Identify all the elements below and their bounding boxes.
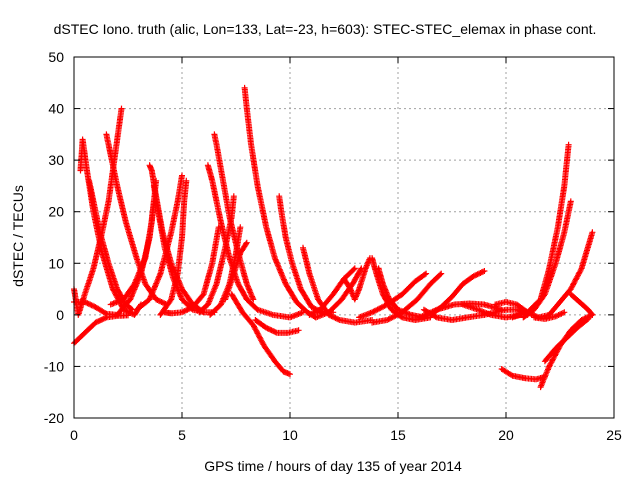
- x-tick-label: 0: [70, 427, 78, 443]
- series-pass-22: [252, 317, 302, 336]
- series-marker-trail: [531, 309, 568, 322]
- chart-title: dSTEC Iono. truth (alic, Lon=133, Lat=-2…: [54, 21, 597, 37]
- x-tick-label: 20: [498, 427, 514, 443]
- series-pass-26: [341, 255, 373, 303]
- series-pass-16: [196, 193, 237, 316]
- series-marker-trail: [161, 224, 222, 317]
- series-marker-trail: [133, 172, 185, 313]
- series-marker-trail: [537, 311, 596, 391]
- y-axis-label: dSTEC / TECUs: [10, 185, 26, 287]
- series-pass-42: [541, 316, 592, 365]
- series-layer: [71, 84, 596, 391]
- series-marker-trail: [520, 198, 574, 321]
- series-pass-43: [567, 291, 596, 318]
- series-marker-trail: [498, 366, 548, 383]
- x-axis-label: GPS time / hours of day 135 of year 2014: [204, 458, 462, 474]
- series-pass-13: [161, 224, 222, 317]
- series-marker-trail: [228, 291, 293, 378]
- series-marker-trail: [369, 270, 445, 326]
- series-marker-trail: [222, 239, 250, 303]
- plot-frame: [73, 56, 615, 419]
- series-pass-11: [133, 172, 185, 313]
- y-tick-label: -20: [44, 410, 64, 426]
- series-pass-18: [222, 239, 250, 303]
- series-marker-trail: [252, 317, 302, 336]
- series-pass-37: [509, 141, 572, 321]
- series-pass-23: [300, 244, 376, 326]
- y-tick-label: 0: [56, 307, 64, 323]
- series-marker-trail: [341, 255, 373, 303]
- y-tick-label: 40: [48, 101, 64, 117]
- series-marker-trail: [567, 291, 596, 318]
- y-tick-label: 20: [48, 204, 64, 220]
- y-tick-label: 10: [48, 255, 64, 271]
- series-marker-trail: [541, 316, 592, 365]
- series-marker-trail: [300, 244, 376, 326]
- series-pass-21: [228, 291, 293, 378]
- series-pass-40: [498, 366, 548, 383]
- series-marker-trail: [241, 84, 319, 321]
- x-tick-label: 15: [390, 427, 406, 443]
- y-tick-label: 50: [48, 49, 64, 65]
- y-tick-label: -10: [44, 358, 64, 374]
- x-tick-label: 25: [606, 427, 622, 443]
- series-pass-19: [241, 84, 319, 321]
- series-pass-38: [520, 198, 574, 321]
- grid: [74, 57, 614, 418]
- series-marker-trail: [356, 270, 430, 321]
- series-marker-trail: [71, 312, 131, 347]
- series-marker-trail: [509, 141, 572, 321]
- x-tick-label: 5: [178, 427, 186, 443]
- series-marker-trail: [157, 177, 190, 318]
- series-pass-44: [531, 309, 568, 322]
- series-pass-29: [356, 270, 430, 321]
- tick-layer: 0 5 10 15 20 25 -20 -10 0 10 20 30 40 50: [44, 49, 622, 443]
- x-tick-label: 10: [282, 427, 298, 443]
- series-marker-trail: [196, 193, 237, 316]
- series-pass-41: [537, 311, 596, 391]
- series-pass-12: [157, 177, 190, 318]
- series-pass-04: [71, 312, 131, 347]
- y-tick-label: 30: [48, 152, 64, 168]
- series-pass-30: [369, 270, 445, 326]
